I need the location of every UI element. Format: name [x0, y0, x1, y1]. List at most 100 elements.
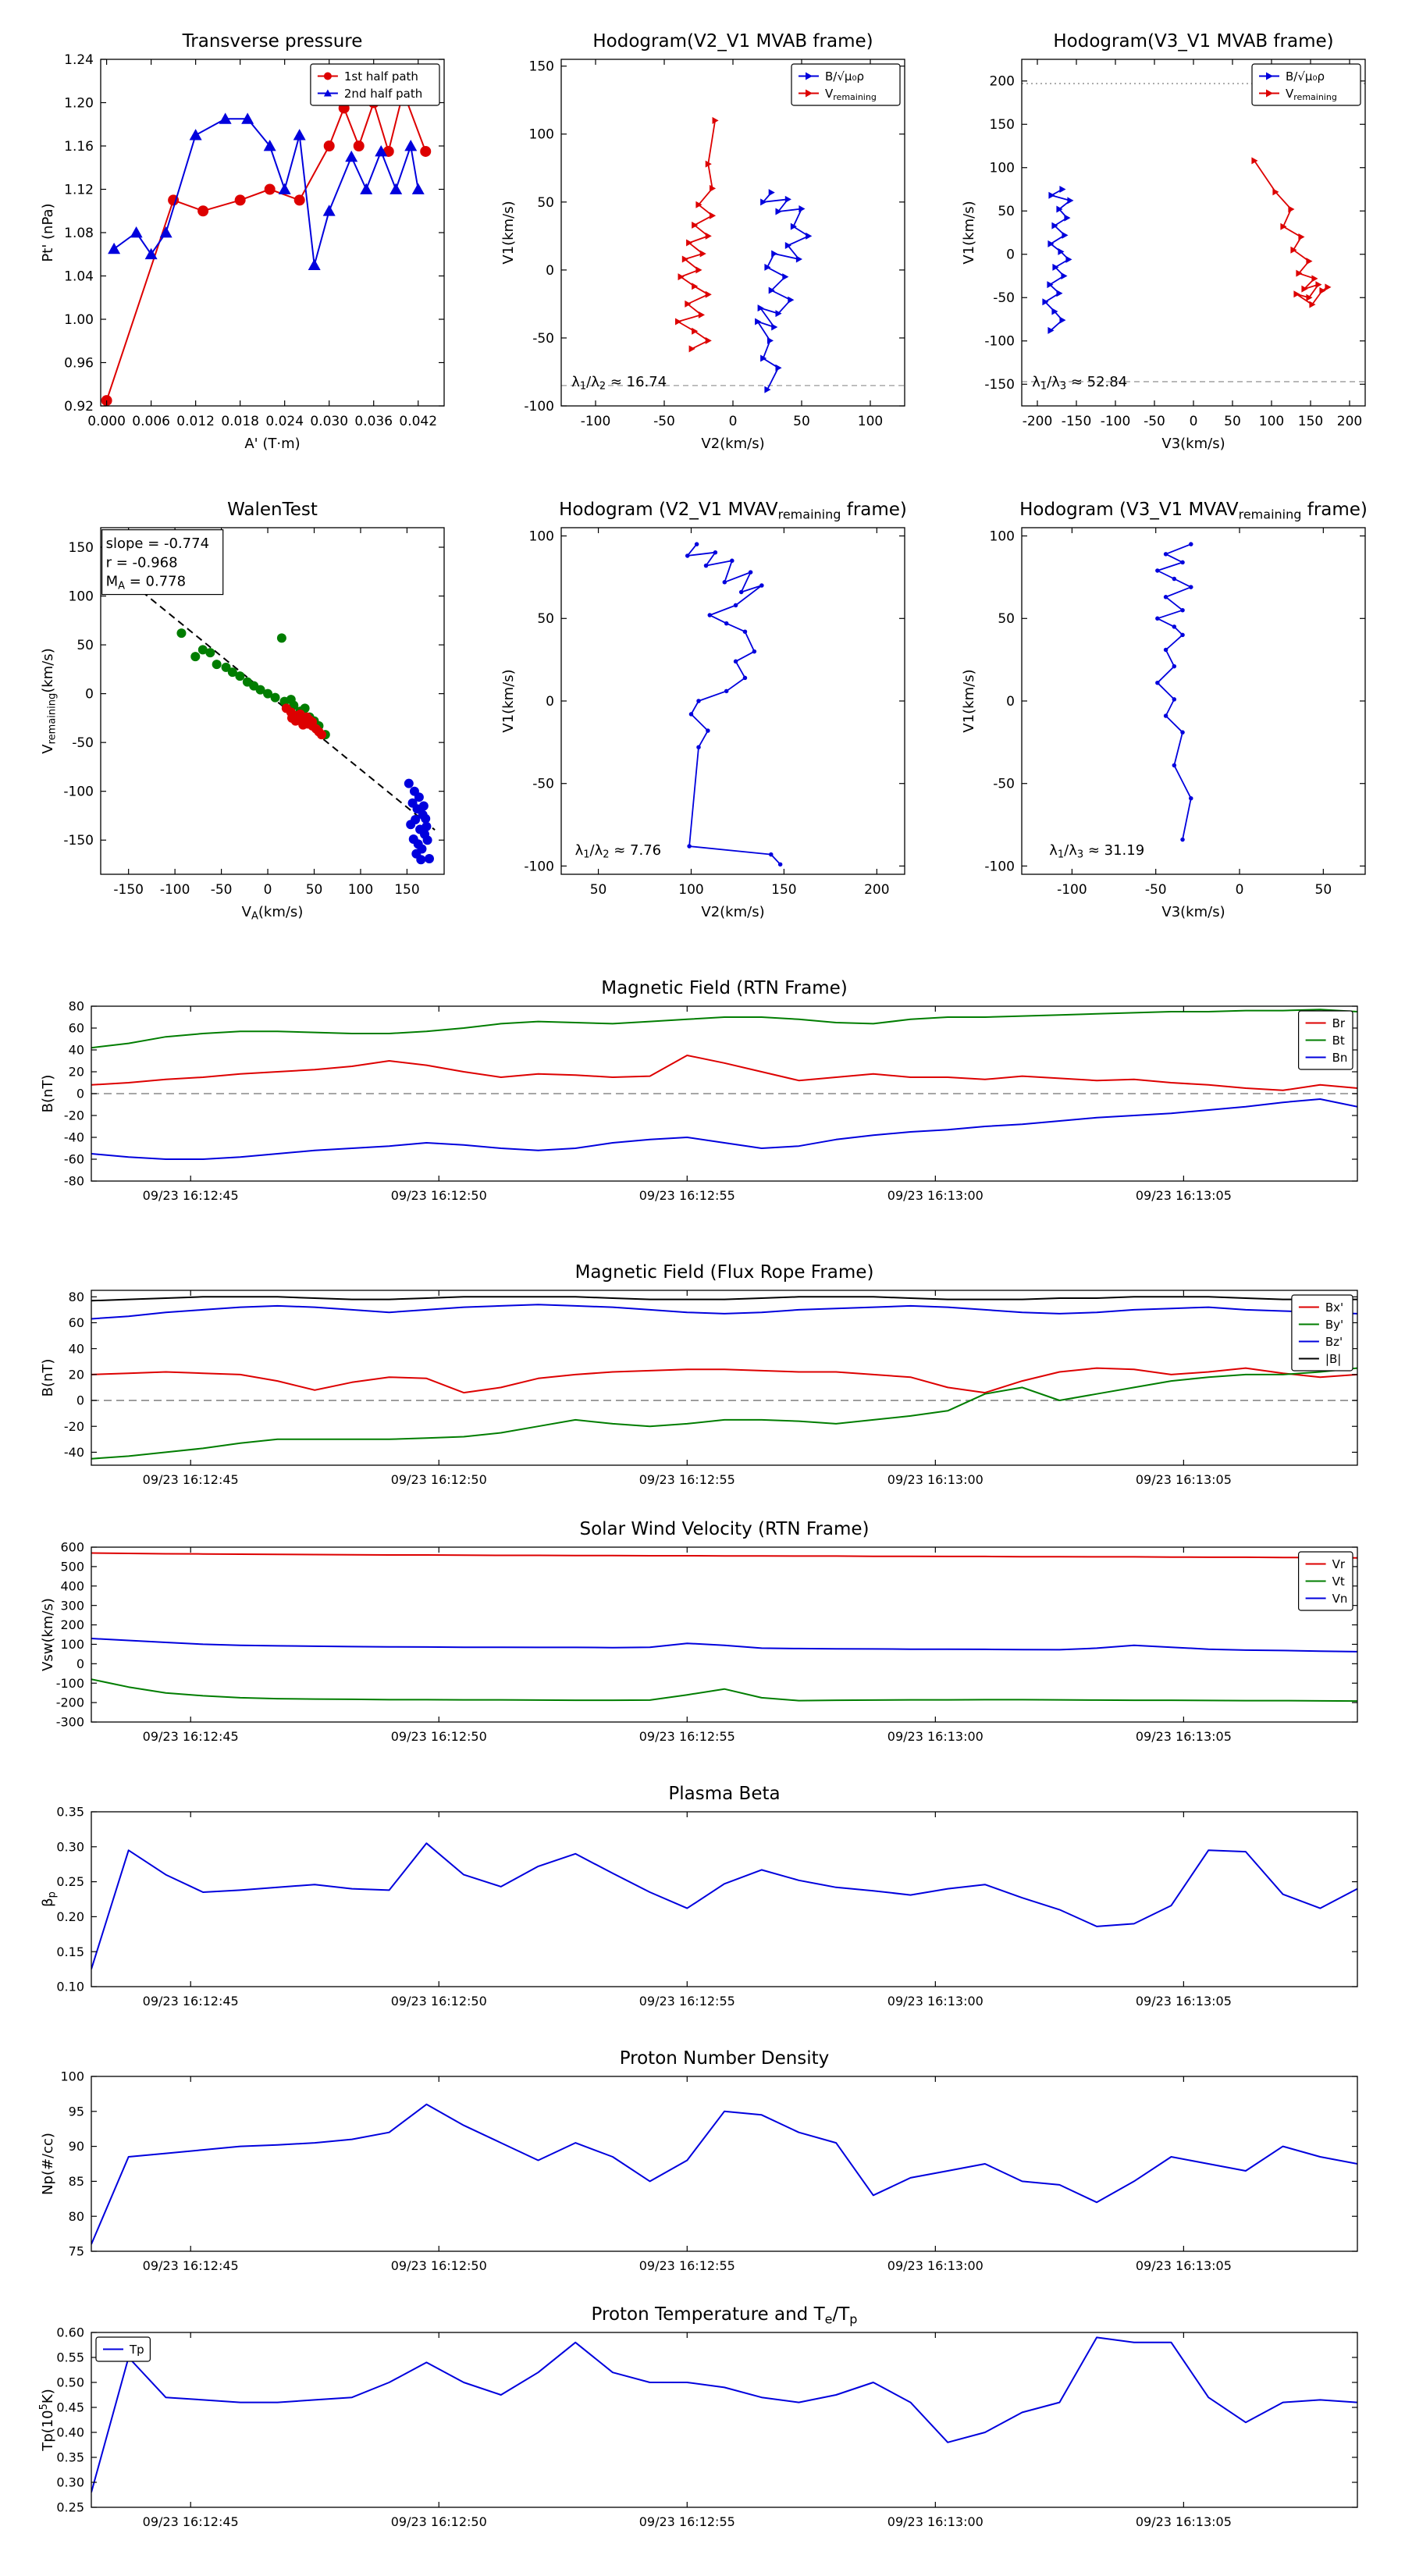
svg-text:0.042: 0.042: [399, 414, 437, 429]
svg-text:-100: -100: [984, 334, 1015, 350]
svg-text:Proton Temperature and Te/Tp: Proton Temperature and Te/Tp: [592, 2304, 858, 2327]
svg-text:Vremaining(km/s): Vremaining(km/s): [40, 648, 59, 753]
svg-text:150: 150: [771, 882, 796, 898]
svg-text:Vremaining: Vremaining: [1286, 87, 1337, 102]
svg-text:09/23 16:13:00: 09/23 16:13:00: [887, 2514, 984, 2529]
svg-text:Bx': Bx': [1325, 1300, 1343, 1315]
svg-text:Br: Br: [1332, 1016, 1346, 1030]
svg-text:50: 50: [793, 414, 810, 429]
svg-text:Vremaining: Vremaining: [825, 87, 877, 102]
svg-text:150: 150: [1298, 414, 1323, 429]
svg-text:-100: -100: [160, 882, 190, 898]
svg-text:0.036: 0.036: [354, 414, 393, 429]
svg-text:0: 0: [546, 263, 554, 279]
svg-text:80: 80: [69, 1290, 84, 1304]
svg-text:80: 80: [69, 999, 84, 1014]
svg-text:0.15: 0.15: [56, 1944, 84, 1959]
svg-text:1st half path: 1st half path: [344, 69, 418, 84]
svg-text:0: 0: [729, 414, 738, 429]
svg-text:0: 0: [76, 1656, 84, 1671]
svg-text:09/23 16:13:05: 09/23 16:13:05: [1136, 1729, 1232, 1744]
svg-text:-50: -50: [532, 777, 554, 792]
svg-text:200: 200: [990, 74, 1015, 90]
svg-text:-50: -50: [1145, 882, 1167, 898]
svg-text:0.60: 0.60: [56, 2325, 84, 2340]
svg-text:09/23 16:13:00: 09/23 16:13:00: [887, 1994, 984, 2008]
svg-text:0.10: 0.10: [56, 1980, 84, 1994]
svg-text:0.30: 0.30: [56, 1839, 84, 1854]
svg-text:50: 50: [590, 882, 607, 898]
svg-text:-50: -50: [653, 414, 675, 429]
svg-text:50: 50: [998, 204, 1015, 219]
svg-text:0.30: 0.30: [56, 2475, 84, 2490]
svg-text:1.24: 1.24: [64, 52, 94, 68]
svg-text:Vt: Vt: [1332, 1574, 1345, 1589]
svg-text:V3(km/s): V3(km/s): [1161, 436, 1225, 452]
svg-text:100: 100: [990, 161, 1015, 176]
svg-text:09/23 16:13:00: 09/23 16:13:00: [887, 1729, 984, 1744]
svg-text:λ1/λ3 ≈ 52.84: λ1/λ3 ≈ 52.84: [1032, 374, 1127, 393]
svg-text:09/23 16:12:55: 09/23 16:12:55: [639, 2258, 735, 2273]
svg-text:-200: -200: [1023, 414, 1053, 429]
svg-text:Vr: Vr: [1332, 1557, 1346, 1571]
svg-text:r = -0.968: r = -0.968: [106, 554, 178, 571]
svg-text:09/23 16:12:55: 09/23 16:12:55: [639, 1188, 735, 1203]
svg-text:-50: -50: [211, 882, 233, 898]
svg-text:V1(km/s): V1(km/s): [961, 201, 977, 264]
svg-text:-150: -150: [984, 377, 1015, 393]
svg-text:100: 100: [678, 882, 703, 898]
svg-text:100: 100: [60, 2069, 84, 2084]
svg-text:200: 200: [1337, 414, 1362, 429]
svg-text:B/√μ₀ρ: B/√μ₀ρ: [1286, 69, 1325, 84]
svg-text:-100: -100: [581, 414, 611, 429]
svg-text:09/23 16:12:55: 09/23 16:12:55: [639, 1472, 735, 1487]
svg-text:-60: -60: [64, 1152, 84, 1167]
chart-hodogram-v2v1-mvab: -100 -50 0 50 100 -100 -50 0 50 100 150 Hodogram(V2…: [496, 23, 917, 461]
svg-text:1.00: 1.00: [64, 312, 94, 328]
svg-text:100: 100: [348, 882, 373, 898]
svg-text:B(nT): B(nT): [40, 1359, 56, 1397]
svg-text:20: 20: [69, 1065, 84, 1080]
svg-text:-100: -100: [1101, 414, 1131, 429]
svg-text:Hodogram(V2_V1 MVAB frame): Hodogram(V2_V1 MVAB frame): [592, 31, 873, 52]
svg-text:1.16: 1.16: [64, 139, 94, 155]
svg-text:2nd half path: 2nd half path: [344, 87, 422, 101]
svg-text:150: 150: [990, 117, 1015, 133]
svg-text:Proton Number Density: Proton Number Density: [620, 2048, 830, 2069]
svg-text:0.40: 0.40: [56, 2425, 84, 2440]
svg-text:Pt' (nPa): Pt' (nPa): [40, 203, 56, 262]
svg-text:βp: βp: [40, 1891, 59, 1907]
svg-text:100: 100: [529, 127, 554, 143]
svg-text:09/23 16:13:05: 09/23 16:13:05: [1136, 1472, 1232, 1487]
svg-text:A' (T·m): A' (T·m): [244, 436, 300, 452]
svg-text:Vsw(km/s): Vsw(km/s): [40, 1598, 56, 1671]
chart-proton-number-density: 09/23 16:12:45 09/23 16:12:50 09/23 16:12:…: [35, 2044, 1370, 2278]
svg-text:-80: -80: [64, 1174, 84, 1189]
svg-text:-300: -300: [56, 1715, 84, 1730]
svg-text:200: 200: [60, 1617, 84, 1632]
svg-text:09/23 16:12:45: 09/23 16:12:45: [143, 2258, 239, 2273]
svg-text:09/23 16:12:50: 09/23 16:12:50: [391, 2258, 487, 2273]
svg-text:09/23 16:12:50: 09/23 16:12:50: [391, 1729, 487, 1744]
svg-text:-150: -150: [113, 882, 144, 898]
svg-text:100: 100: [858, 414, 883, 429]
svg-text:09/23 16:12:45: 09/23 16:12:45: [143, 1994, 239, 2008]
svg-text:Hodogram(V3_V1 MVAB frame): Hodogram(V3_V1 MVAB frame): [1053, 31, 1333, 52]
svg-text:-100: -100: [56, 1676, 84, 1691]
svg-text:Plasma Beta: Plasma Beta: [668, 1784, 780, 1804]
svg-text:-100: -100: [1057, 882, 1087, 898]
svg-text:0.006: 0.006: [132, 414, 170, 429]
svg-text:0.030: 0.030: [310, 414, 348, 429]
svg-text:slope = -0.774: slope = -0.774: [106, 535, 209, 552]
svg-text:V1(km/s): V1(km/s): [961, 669, 977, 732]
svg-text:40: 40: [69, 1043, 84, 1058]
svg-text:85: 85: [69, 2174, 84, 2189]
svg-text:09/23 16:12:50: 09/23 16:12:50: [391, 1994, 487, 2008]
svg-text:1.04: 1.04: [64, 269, 94, 284]
chart-hodogram-v3v1-mvav: -100 -50 0 50 -100 -50 0 50 100 Hodogram (V3_V1 M…: [956, 492, 1378, 929]
svg-text:50: 50: [76, 638, 94, 653]
chart-solar-wind-velocity: 09/23 16:12:45 09/23 16:12:50 09/23 16:12:…: [35, 1514, 1370, 1749]
svg-text:0.25: 0.25: [56, 2500, 84, 2515]
svg-text:50: 50: [998, 611, 1015, 627]
svg-text:B(nT): B(nT): [40, 1075, 56, 1113]
